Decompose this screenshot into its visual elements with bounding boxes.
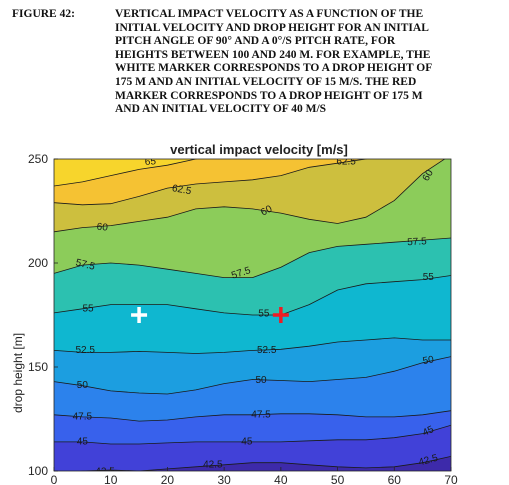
y-tick-label: 200	[28, 256, 48, 270]
x-tick-label: 40	[274, 473, 288, 485]
contour-label: 60	[259, 203, 274, 218]
contour-line-52.5	[54, 337, 451, 354]
red-marker	[272, 307, 289, 323]
y-tick-label: 150	[28, 360, 48, 374]
caption-line-8: AND AN INITIAL VELOCITY OF 40 M/S	[115, 103, 327, 116]
contour-label: 55	[82, 303, 94, 314]
band-65-66.5	[54, 159, 196, 186]
contour-label: 52.5	[257, 345, 277, 356]
contour-line-45	[54, 424, 451, 445]
contour-line-60	[54, 159, 446, 233]
x-tick-label: 20	[161, 473, 175, 485]
contour-label: 52.5	[75, 345, 95, 356]
contour-label: 47.5	[251, 409, 271, 420]
contour-label: 45	[421, 424, 436, 439]
contour-label: 50	[77, 380, 89, 391]
contour-line-47.5	[54, 410, 451, 422]
contour-label: 60	[421, 168, 436, 184]
figure-number: FIGURE 42:	[12, 8, 75, 20]
caption-text: VERTICAL IMPACT VELOCITY AS A FUNCTION O…	[115, 8, 500, 117]
contour-line-50	[54, 356, 451, 395]
caption-line-1: VERTICAL IMPACT VELOCITY AS A FUNCTION O…	[115, 8, 424, 20]
chart-title: vertical impact velocity [m/s]	[170, 142, 348, 157]
contour-label: 45	[77, 436, 89, 447]
contour-line-65	[54, 159, 198, 187]
contour-label: 62.5	[171, 183, 193, 197]
x-tick-label: 70	[444, 473, 458, 485]
x-tick-label: 50	[331, 473, 345, 485]
contour-label: 57.5	[74, 257, 96, 272]
contour-label: 57.5	[407, 236, 427, 248]
y-axis-label: drop height [m]	[11, 333, 25, 413]
x-tick-label: 0	[51, 473, 58, 485]
contour-line-55	[54, 275, 451, 316]
figure-caption: FIGURE 42: VERTICAL IMPACT VELOCITY AS A…	[12, 8, 500, 138]
contour-label: 50	[255, 375, 267, 386]
x-tick-label: 10	[104, 473, 118, 485]
contour-label: 42.5	[203, 459, 223, 470]
caption-line-7: MARKER CORRESPONDS TO A DROP HEIGHT OF 1…	[115, 89, 423, 102]
contour-label: 42.5	[95, 467, 115, 478]
axes-frame	[53, 158, 452, 472]
contour-line-62.5	[54, 159, 368, 206]
y-tick-label: 100	[28, 464, 48, 478]
contour-label: 50	[422, 354, 435, 367]
caption-line-3: PITCH ANGLE OF 90° AND A 0°/S PITCH RATE…	[115, 35, 396, 48]
contour-label: 65	[144, 156, 156, 168]
contour-label: 47.5	[73, 411, 93, 422]
y-tick-label: 250	[28, 152, 48, 166]
contour-line-57.5	[54, 237, 451, 279]
caption-line-5: WHITE MARKER CORRESPONDS TO A DROP HEIGH…	[115, 62, 433, 75]
contour-label: 60	[96, 222, 109, 234]
contour-label: 45	[241, 436, 253, 447]
contour-label: 42.5	[417, 453, 439, 469]
white-marker	[131, 307, 148, 323]
contour-line-42.5	[79, 456, 451, 471]
caption-line-4: HEIGHTS BETWEEN 100 AND 240 M. FOR EXAMP…	[115, 48, 431, 61]
x-tick-label: 30	[217, 473, 231, 485]
caption-line-2: INITIAL VELOCITY AND DROP HEIGHT FOR AN …	[115, 21, 429, 34]
contour-chart: vertical impact velocity [m/s] drop heig…	[11, 142, 458, 485]
caption-line-6: 175 M AND AN INITIAL VELOCITY OF 15 M/S.…	[115, 75, 417, 88]
contour-label: 62.5	[336, 157, 356, 168]
x-tick-label: 60	[388, 473, 402, 485]
contour-label: 55	[258, 308, 270, 319]
contour-label: 55	[423, 272, 435, 283]
